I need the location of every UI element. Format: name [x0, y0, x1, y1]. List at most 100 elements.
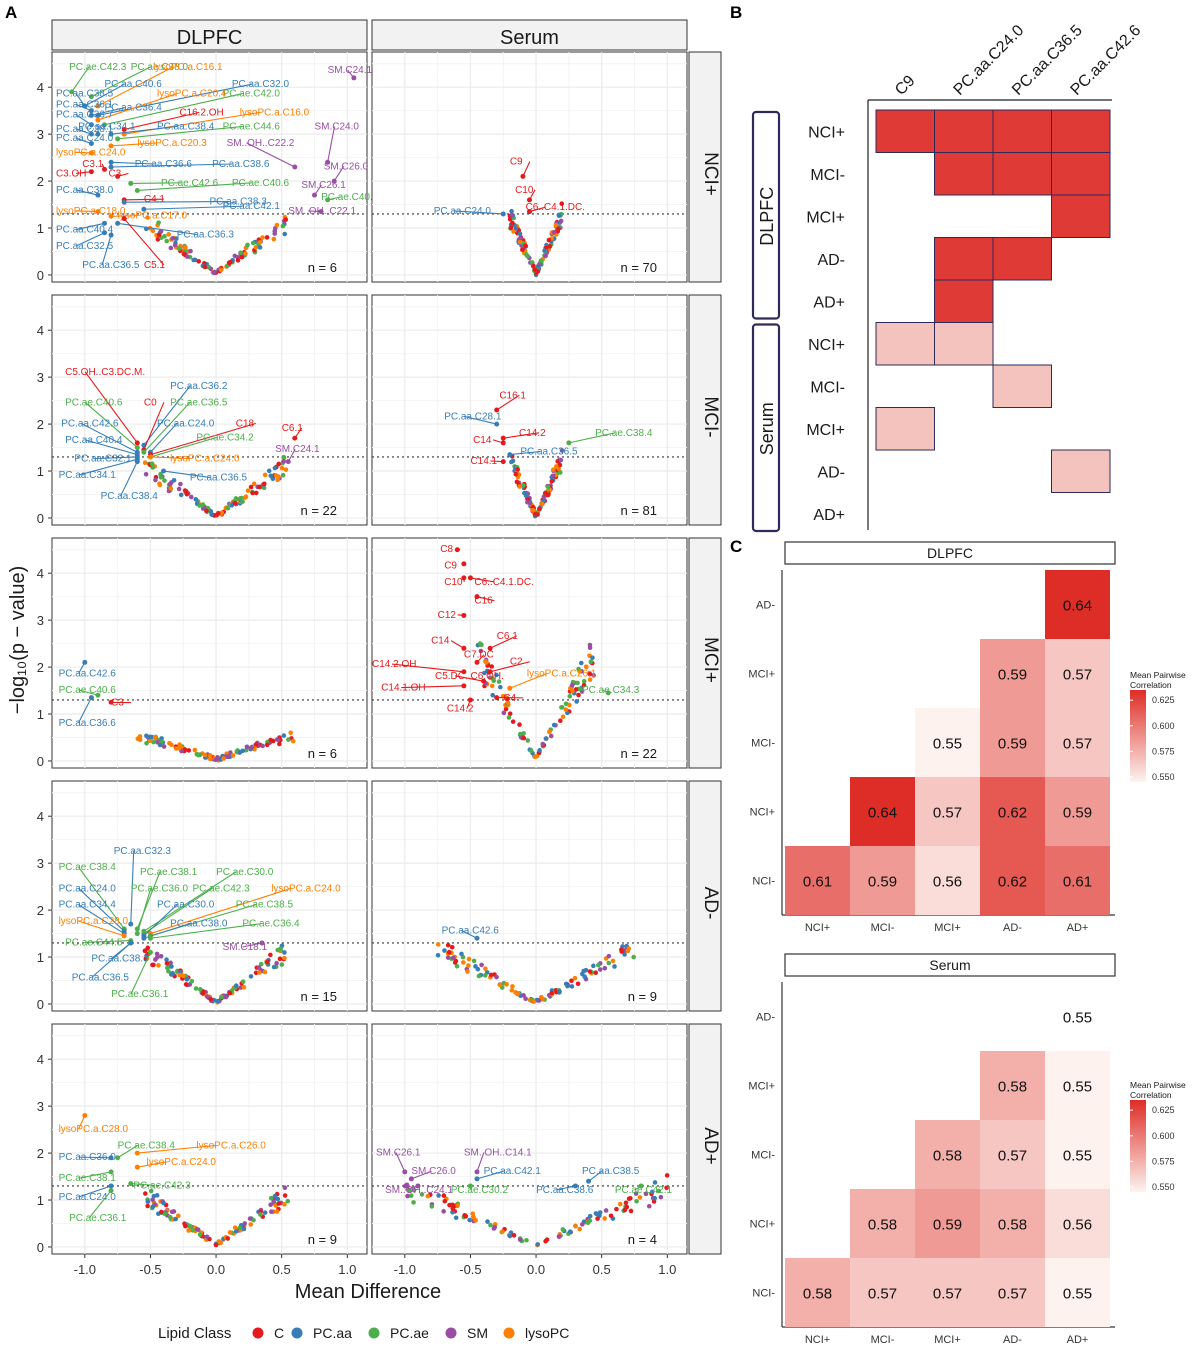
point-label: C10	[515, 185, 534, 196]
data-point	[150, 1197, 155, 1203]
heat-cell-value: 0.58	[998, 1217, 1027, 1234]
labeled-point	[325, 159, 331, 165]
data-point	[181, 251, 187, 257]
data-point	[453, 958, 459, 964]
point-label: PC.aa.C36.5	[190, 472, 248, 483]
data-point	[161, 1200, 166, 1206]
data-point	[271, 1199, 276, 1204]
facet-strip-label-ad: AD-	[700, 887, 721, 920]
facet-strip-mci	[688, 537, 722, 769]
data-point	[202, 264, 208, 270]
data-point	[467, 1217, 472, 1223]
data-point	[282, 1185, 288, 1191]
data-point	[513, 471, 519, 477]
labeled-point	[82, 659, 88, 665]
data-point	[570, 688, 575, 694]
data-point	[524, 252, 529, 257]
data-point	[535, 1242, 541, 1247]
data-point	[445, 955, 451, 960]
point-label: SM..OH..C22.2	[227, 138, 295, 149]
data-point	[656, 1188, 662, 1194]
legend-swatch-sm	[445, 1327, 457, 1339]
labeled-point	[402, 1169, 408, 1175]
label-connector	[464, 415, 497, 425]
data-point	[664, 1173, 670, 1178]
point-label: SM.C26.1	[376, 1147, 421, 1158]
data-point	[528, 748, 534, 754]
data-point	[523, 243, 528, 249]
y-tick-label: NCI-	[752, 876, 775, 888]
labeled-point	[494, 695, 500, 701]
labeled-point	[95, 131, 101, 137]
point-label: C12	[438, 610, 457, 621]
label-connector	[75, 114, 92, 126]
labeled-point	[147, 935, 153, 941]
data-point	[442, 1198, 448, 1204]
data-point	[290, 738, 296, 744]
data-point	[485, 1219, 490, 1224]
panel-background	[371, 780, 688, 1012]
data-point	[498, 684, 503, 690]
data-point	[500, 1229, 505, 1235]
facet-strip-mci	[688, 294, 722, 526]
data-point	[197, 1232, 203, 1237]
label-connector	[75, 151, 92, 154]
data-point	[617, 1201, 623, 1207]
point-label: PC.aa.C40.4	[56, 225, 114, 236]
data-point	[277, 741, 282, 747]
data-point	[580, 1222, 585, 1227]
labeled-point	[108, 131, 114, 137]
volcano-panel-nci-serum: C9 C10 PC.aa.C24.0 C6..C4.1.DC. n = 70	[371, 51, 688, 283]
data-point	[233, 983, 239, 988]
data-point	[190, 1227, 195, 1233]
data-point	[159, 1209, 164, 1215]
y-tick-label: 4	[37, 323, 44, 338]
data-point	[167, 1214, 173, 1220]
point-label: C3.OH	[56, 168, 87, 179]
data-point	[626, 946, 632, 951]
labeled-point	[108, 1188, 114, 1194]
point-label: PC.ae.C42.3	[69, 62, 127, 73]
data-point	[257, 484, 262, 490]
legend-label-lysopc: lysoPC	[525, 1325, 569, 1341]
data-point	[521, 735, 527, 741]
label-connector	[104, 93, 243, 126]
data-point	[176, 486, 182, 492]
heat-cell	[1045, 1051, 1110, 1120]
data-point	[208, 753, 213, 758]
heat-cell-value: 0.59	[868, 874, 897, 891]
data-point	[268, 473, 274, 479]
data-point	[177, 742, 182, 747]
facet-strip-serum	[371, 19, 688, 51]
data-point	[237, 749, 243, 755]
data-point	[557, 1234, 562, 1239]
data-point	[483, 966, 488, 971]
significance-cell	[875, 109, 935, 153]
data-point	[489, 675, 495, 681]
data-point	[145, 1203, 150, 1209]
label-connector	[78, 458, 138, 476]
data-point	[173, 1216, 179, 1222]
data-point	[513, 226, 519, 231]
facet-strip-dlpfc	[51, 19, 368, 51]
data-point	[147, 734, 153, 740]
labeled-point	[147, 454, 153, 460]
data-point	[158, 475, 164, 480]
colorbar-tick-label: 0.625	[1152, 695, 1175, 705]
point-label: C4.1	[144, 194, 166, 205]
label-connector	[143, 385, 191, 446]
data-point	[522, 490, 527, 496]
data-point	[451, 955, 456, 961]
data-point	[436, 1193, 441, 1198]
data-point	[191, 257, 196, 263]
labeled-point	[312, 192, 317, 198]
label-connector	[470, 577, 495, 583]
data-point	[619, 949, 625, 954]
data-point	[196, 259, 202, 264]
data-point	[248, 484, 254, 490]
data-point	[587, 677, 593, 682]
data-point	[547, 244, 553, 249]
data-point	[164, 238, 170, 244]
row-label-dlpfc-nci: NCI+	[808, 124, 845, 141]
data-point	[563, 707, 569, 712]
